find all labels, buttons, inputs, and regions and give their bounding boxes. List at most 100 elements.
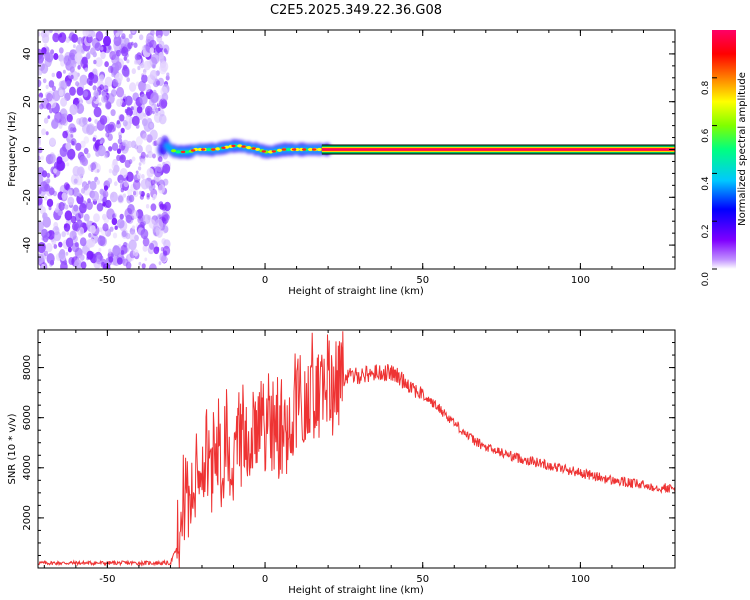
noise-speckle	[48, 206, 52, 211]
noise-speckle	[76, 194, 84, 205]
noise-speckle	[99, 74, 105, 82]
noise-speckle	[45, 84, 49, 90]
x-tick-label: 0	[262, 574, 268, 585]
noise-speckle	[80, 261, 87, 269]
noise-speckle	[71, 242, 80, 253]
noise-speckle	[125, 214, 132, 223]
noise-speckle	[58, 32, 67, 43]
x-tick-label: -50	[99, 275, 115, 286]
noise-speckle	[158, 51, 164, 60]
noise-speckle	[82, 184, 91, 196]
noise-speckle	[121, 230, 127, 238]
noise-speckle	[138, 80, 147, 92]
noise-speckle	[56, 71, 62, 79]
noise-speckle	[97, 198, 101, 204]
noise-speckle	[58, 80, 65, 89]
noise-speckle	[95, 92, 99, 97]
noise-speckle	[149, 242, 155, 250]
signal-peak-blob	[241, 145, 246, 148]
noise-speckle	[57, 210, 63, 216]
noise-speckle	[46, 92, 53, 102]
noise-speckle	[67, 148, 76, 160]
noise-speckle	[160, 254, 168, 263]
noise-speckle	[159, 158, 163, 163]
noise-speckle	[139, 93, 148, 105]
noise-speckle	[101, 89, 107, 97]
noise-speckle	[138, 162, 142, 167]
noise-speckle	[114, 181, 118, 187]
noise-speckle	[73, 204, 79, 212]
noise-speckle	[83, 213, 90, 222]
y-tick-label: 40	[22, 48, 33, 61]
noise-speckle	[47, 230, 55, 240]
noise-speckle	[106, 208, 115, 220]
signal-peak-blob	[201, 148, 206, 151]
noise-speckle	[122, 258, 129, 267]
noise-speckle	[135, 170, 139, 175]
noise-speckle	[109, 191, 118, 203]
x-tick-label: 50	[416, 275, 429, 286]
y-tick-label: 0	[22, 146, 33, 152]
noise-speckle	[38, 147, 43, 154]
noise-speckle	[128, 194, 135, 203]
noise-speckle	[67, 247, 72, 253]
noise-speckle	[67, 189, 73, 196]
noise-speckle	[86, 201, 93, 210]
noise-speckle	[126, 140, 133, 149]
noise-speckle	[108, 248, 112, 254]
noise-speckle	[157, 77, 165, 87]
noise-speckle	[80, 140, 86, 148]
noise-speckle	[79, 203, 87, 214]
noise-speckle	[83, 147, 89, 155]
noise-speckle	[97, 145, 106, 157]
noise-speckle	[121, 33, 126, 40]
noise-speckle	[140, 62, 145, 69]
noise-speckle	[123, 241, 128, 248]
noise-speckle	[64, 223, 68, 228]
noise-speckle	[160, 108, 164, 112]
noise-speckle	[149, 129, 158, 141]
noise-speckle	[103, 185, 109, 191]
noise-speckle	[88, 232, 92, 238]
noise-speckle	[79, 155, 88, 166]
noise-speckle	[132, 179, 141, 191]
noise-speckle	[152, 140, 157, 147]
noise-speckle	[104, 81, 109, 88]
noise-speckle	[141, 118, 148, 127]
signal-hot-blob	[197, 147, 203, 152]
noise-speckle	[90, 162, 97, 171]
colorbar-ticks: 0.0 0.2 0.4 0.6 0.8	[701, 77, 717, 286]
noise-speckle	[133, 42, 138, 48]
noise-speckle	[149, 39, 157, 50]
noise-speckle	[119, 154, 126, 163]
noise-speckle	[39, 206, 46, 215]
noise-speckle	[66, 162, 70, 167]
noise-speckle	[42, 212, 48, 220]
noise-speckle	[87, 198, 91, 204]
noise-speckle	[39, 103, 44, 110]
noise-speckle	[92, 96, 97, 102]
noise-speckle	[52, 32, 60, 43]
noise-speckle	[45, 91, 51, 100]
noise-speckle	[42, 235, 49, 243]
noise-speckle	[58, 241, 63, 248]
signal-hot-blob	[277, 148, 283, 152]
noise-speckle	[69, 86, 76, 96]
noise-speckle	[58, 89, 64, 97]
noise-speckle	[48, 80, 55, 88]
noise-speckle	[154, 107, 159, 114]
noise-speckle	[93, 213, 100, 223]
signal-peak-blob	[191, 149, 196, 152]
noise-speckle	[134, 234, 139, 242]
steady-band	[321, 148, 675, 151]
x-tick-label: -50	[99, 574, 115, 585]
noise-speckle	[102, 201, 106, 207]
noise-speckle	[38, 53, 44, 64]
noise-speckle	[134, 60, 138, 65]
noise-speckle	[166, 72, 170, 77]
noise-speckle	[63, 55, 72, 66]
noise-speckle	[99, 195, 103, 200]
noise-speckle	[129, 82, 137, 92]
noise-speckle	[65, 237, 74, 248]
noise-speckle	[136, 173, 142, 180]
